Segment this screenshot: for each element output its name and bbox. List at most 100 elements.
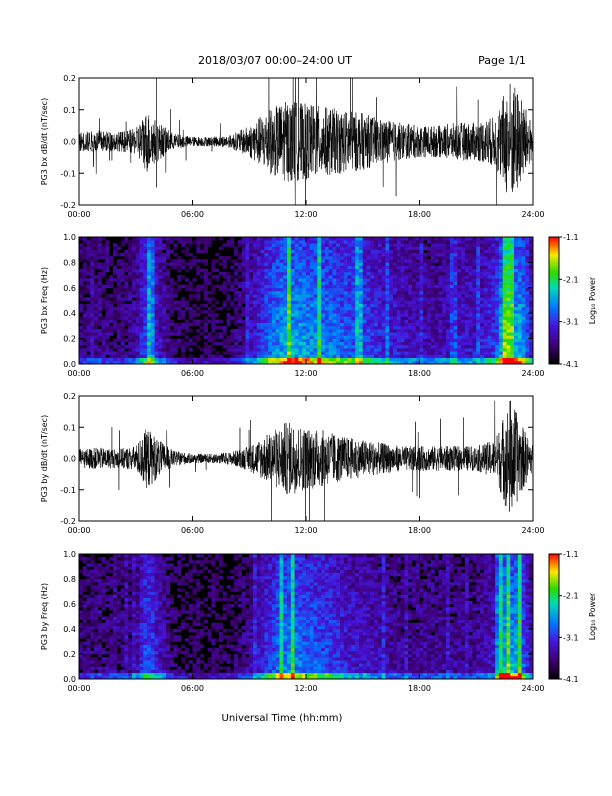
spectrogram-cell: [260, 313, 265, 317]
spectrogram-cell: [502, 306, 507, 311]
spectrogram-cell: [154, 325, 159, 330]
spectrogram-cell: [355, 281, 360, 285]
spectrogram-cell: [181, 344, 186, 349]
spectrogram-cell: [487, 256, 492, 260]
spectrogram-cell: [181, 265, 186, 270]
spectrogram-cell: [495, 268, 500, 273]
spectrogram-cell: [90, 572, 95, 577]
spectrogram-cell: [105, 348, 110, 352]
spectrogram-cell: [495, 284, 500, 289]
spectrogram-cell: [158, 335, 163, 339]
spectrogram-cell: [143, 290, 148, 295]
spectrogram-cell: [158, 278, 163, 282]
spectrogram-cell: [264, 271, 269, 276]
spectrogram-cell: [105, 650, 110, 655]
spectrogram-cell: [529, 252, 534, 257]
spectrogram-cell: [113, 597, 118, 602]
spectrogram-cell: [245, 284, 250, 289]
spectrogram-cell: [510, 262, 515, 266]
spectrogram-cell: [203, 335, 208, 339]
spectrogram-cell: [324, 294, 329, 298]
spectrogram-cell: [472, 240, 477, 244]
spectrogram-cell: [343, 313, 348, 317]
spectrogram-cell: [116, 660, 121, 664]
spectrogram-cell: [396, 284, 401, 289]
spectrogram-cell: [404, 338, 409, 343]
spectrogram-cell: [517, 319, 522, 324]
spectrogram-cell: [298, 306, 303, 311]
spectrogram-cell: [362, 259, 367, 263]
spectrogram-cell: [260, 310, 265, 314]
spectrogram-cell: [517, 249, 522, 254]
spectrogram-cell: [211, 262, 216, 266]
spectrogram-cell: [97, 344, 102, 349]
spectrogram-cell: [86, 594, 91, 599]
spectrogram-cell: [362, 348, 367, 352]
spectrogram-cell: [461, 243, 466, 247]
spectrogram-cell: [90, 554, 95, 558]
spectrogram-cell: [86, 625, 91, 630]
spectrogram-cell: [287, 271, 292, 276]
spectrogram-cell: [445, 294, 451, 298]
spectrogram-cell: [253, 341, 258, 346]
spectrogram-cell: [434, 294, 439, 298]
spectrogram-cell: [377, 332, 382, 336]
spectrogram-cell: [139, 344, 144, 349]
spectrogram-cell: [355, 316, 360, 320]
spectrogram-cell: [411, 344, 417, 349]
spectrogram-cell: [419, 271, 424, 276]
spectrogram-cell: [188, 354, 193, 358]
spectrogram-cell: [393, 262, 398, 266]
spectrogram-cell: [116, 641, 121, 645]
spectrogram-cell: [82, 647, 87, 652]
spectrogram-cell: [147, 237, 152, 241]
spectrogram-cell: [131, 316, 137, 320]
spectrogram-cell: [408, 275, 413, 279]
spectrogram-cell: [313, 313, 318, 317]
spectrogram-cell: [234, 306, 239, 311]
spectrogram-cell: [381, 290, 386, 295]
spectrogram-cell: [79, 268, 84, 273]
spectrogram-cell: [287, 332, 292, 336]
spectrogram-cell: [351, 240, 356, 244]
spectrogram-cell: [340, 319, 345, 324]
spectrogram-cell: [90, 622, 95, 627]
spectrogram-cell: [498, 303, 504, 308]
spectrogram-cell: [434, 344, 439, 349]
spectrogram-cell: [234, 249, 239, 254]
spectrogram-cell: [105, 329, 110, 333]
spectrogram-cell: [313, 357, 318, 362]
spectrogram-cell: [147, 357, 152, 362]
spectrogram-cell: [131, 259, 137, 263]
spectrogram-cell: [135, 357, 140, 362]
spectrogram-cell: [514, 275, 519, 279]
spectrogram-cell: [287, 294, 292, 298]
spectrogram-cell: [393, 338, 398, 343]
spectrogram-cell: [366, 351, 371, 355]
spectrogram-cell: [309, 341, 314, 346]
spectrogram-cell: [514, 252, 519, 257]
spectrogram-cell: [120, 672, 125, 677]
spectrogram-cell: [109, 635, 114, 639]
spectrogram-cell: [404, 275, 409, 279]
spectrogram-cell: [317, 259, 322, 263]
spectrogram-cell: [139, 616, 144, 620]
spectrogram-cell: [370, 246, 375, 250]
spectrogram-cell: [203, 249, 208, 254]
spectrogram-cell: [434, 300, 439, 304]
spectrogram-cell: [131, 629, 137, 633]
spectrogram-cell: [79, 294, 84, 298]
spectrogram-cell: [415, 351, 420, 355]
spectrogram-cell: [366, 268, 371, 273]
spectrogram-cell: [135, 569, 140, 574]
spectrogram-cell: [150, 360, 155, 365]
spectrogram-cell: [169, 237, 174, 241]
spectrogram-cell: [480, 278, 485, 282]
spectrogram-cell: [317, 310, 322, 314]
spectrogram-cell: [404, 240, 409, 244]
spectrogram-cell: [521, 240, 526, 244]
spectrogram-cell: [139, 560, 144, 564]
spectrogram-cell: [442, 319, 447, 324]
spectrogram-cell: [302, 259, 307, 263]
spectrogram-cell: [113, 344, 118, 349]
